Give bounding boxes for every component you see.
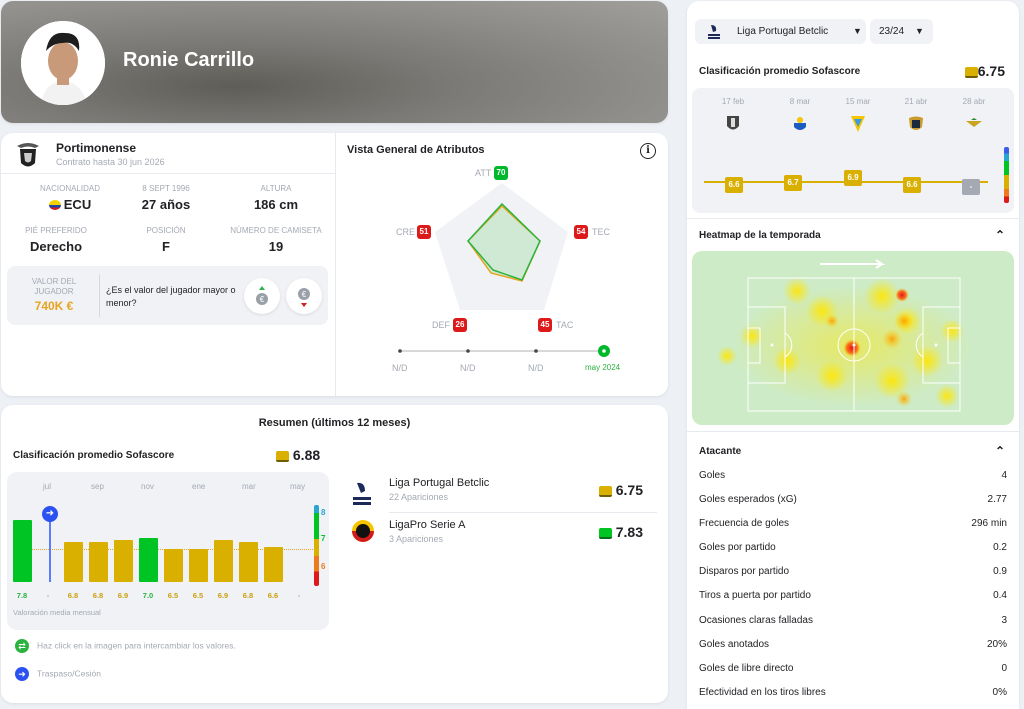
match-rating[interactable]: 6.6	[725, 177, 743, 193]
stat-row: Disparos por partido 0.9	[699, 566, 1007, 577]
timeline-point[interactable]: N/D	[392, 363, 408, 373]
value-question: ¿Es el valor del jugador mayor o menor?	[106, 285, 236, 308]
league-row[interactable]: LigaPro Serie A 3 Apariciones 7.83	[349, 519, 657, 559]
def-badge: 26	[453, 318, 467, 332]
league-logo-icon	[708, 25, 720, 39]
team-crest-icon	[727, 116, 739, 130]
liga-portugal-logo-icon	[353, 482, 371, 505]
birthdate-age: 8 SEPT 1996 27 años	[141, 184, 191, 212]
team-crest-icon	[851, 116, 865, 132]
stat-row: Frecuencia de goles 296 min	[699, 518, 1007, 529]
stat-row: Goles 4	[699, 470, 1007, 481]
cre-badge: 51	[417, 225, 431, 239]
match-rating[interactable]: 6.9	[844, 170, 862, 186]
summary-card: Resumen (últimos 12 meses) Clasificación…	[1, 405, 668, 703]
stat-row: Goles anotados 20%	[699, 639, 1007, 650]
attributes-title: Vista General de Atributos	[347, 144, 485, 156]
market-value: 740K €	[34, 299, 74, 313]
transfer-icon[interactable]: ➜	[42, 506, 58, 522]
player-header: Ronie Carrillo	[1, 1, 668, 123]
team-crest-icon	[17, 143, 39, 167]
svg-text:€: €	[260, 295, 265, 304]
team-crest-icon	[794, 117, 806, 130]
stat-row: Goles por partido 0.2	[699, 542, 1007, 553]
stat-row: Goles de libre directo 0	[699, 663, 1007, 674]
vote-lower-button[interactable]: €	[286, 278, 322, 314]
match-rating[interactable]: -	[962, 179, 980, 195]
rating-scale	[314, 505, 319, 586]
team-crest-icon	[909, 116, 923, 130]
contract-info: Contrato hasta 30 jun 2026	[56, 157, 165, 167]
season-panel: Liga Portugal Betclic ▼ 23/24 ▼ Clasific…	[687, 1, 1019, 709]
dropdown-arrow-icon: ▼	[853, 26, 862, 36]
avg-rating: 6.88	[276, 447, 320, 463]
position: POSICIÓN F	[146, 226, 186, 254]
stat-row: Ocasiones claras falladas 3	[699, 615, 1007, 626]
monthly-rating-chart[interactable]: jul sep nov ene mar may ➜ 7.8 - 6.8 6.8 …	[7, 472, 329, 630]
market-value-box: VALOR DEL JUGADOR 740K € ¿Es el valor de…	[7, 266, 328, 325]
player-avatar	[21, 21, 105, 105]
tac-badge: 45	[538, 318, 552, 332]
stat-row: Goles esperados (xG) 2.77	[699, 494, 1007, 505]
swap-note: ⇄ Haz click en la imagen para intercambia…	[15, 639, 236, 653]
timeline-point-current[interactable]: may 2024	[585, 363, 621, 372]
height: ALTURA 186 cm	[253, 184, 299, 212]
tec-badge: 54	[574, 225, 588, 239]
swap-icon: ⇄	[15, 639, 29, 653]
season-avg-rating: 6.75	[964, 63, 1005, 79]
vote-higher-button[interactable]: €	[244, 278, 280, 314]
att-badge: 70	[494, 166, 508, 180]
shirt-number: NÚMERO DE CAMISETA 19	[230, 226, 322, 254]
match-ratings-timeline: 17 feb 8 mar 15 mar 21 abr 28 abr 6.6 6.…	[692, 88, 1014, 213]
transfer-arrow-icon: ➜	[15, 667, 29, 681]
timeline-point[interactable]: N/D	[528, 363, 544, 373]
svg-text:€: €	[302, 290, 307, 299]
info-icon[interactable]: i	[640, 143, 656, 159]
collapse-chevron-icon[interactable]: ⌃	[994, 444, 1005, 458]
attribute-radar-chart	[398, 183, 610, 357]
collapse-chevron-icon[interactable]: ⌃	[994, 228, 1005, 242]
timeline-point[interactable]: N/D	[460, 363, 476, 373]
season-heatmap	[692, 251, 1014, 425]
player-name: Ronie Carrillo	[123, 49, 255, 71]
summary-title: Resumen (últimos 12 meses)	[258, 417, 411, 429]
league-row[interactable]: Liga Portugal Betclic 22 Apariciones 6.7…	[349, 477, 657, 517]
match-rating[interactable]: 6.6	[903, 177, 921, 193]
league-select[interactable]: Liga Portugal Betclic ▼	[695, 19, 866, 44]
stat-row: Tiros a puerta por partido 0.4	[699, 590, 1007, 601]
match-rating[interactable]: 6.7	[784, 175, 802, 191]
heatmap-title: Heatmap de la temporada	[699, 230, 821, 241]
flag-icon	[48, 200, 61, 210]
player-info-card: Portimonense Contrato hasta 30 jun 2026 …	[1, 133, 668, 396]
dropdown-arrow-icon: ▼	[915, 26, 924, 36]
season-select[interactable]: 23/24 ▼	[870, 19, 933, 44]
preferred-foot: PIÉ PREFERIDO Derecho	[25, 226, 87, 254]
attack-section-title: Atacante	[699, 446, 742, 457]
team-name: Portimonense	[56, 141, 137, 155]
team-crest-icon	[966, 118, 982, 127]
stat-row: Efectividad en los tiros libres 0%	[699, 687, 1007, 698]
transfer-note: ➜ Traspaso/Cesión	[15, 667, 101, 681]
ligapro-logo-icon	[352, 520, 374, 542]
nationality: NACIONALIDAD ECU	[39, 184, 100, 212]
